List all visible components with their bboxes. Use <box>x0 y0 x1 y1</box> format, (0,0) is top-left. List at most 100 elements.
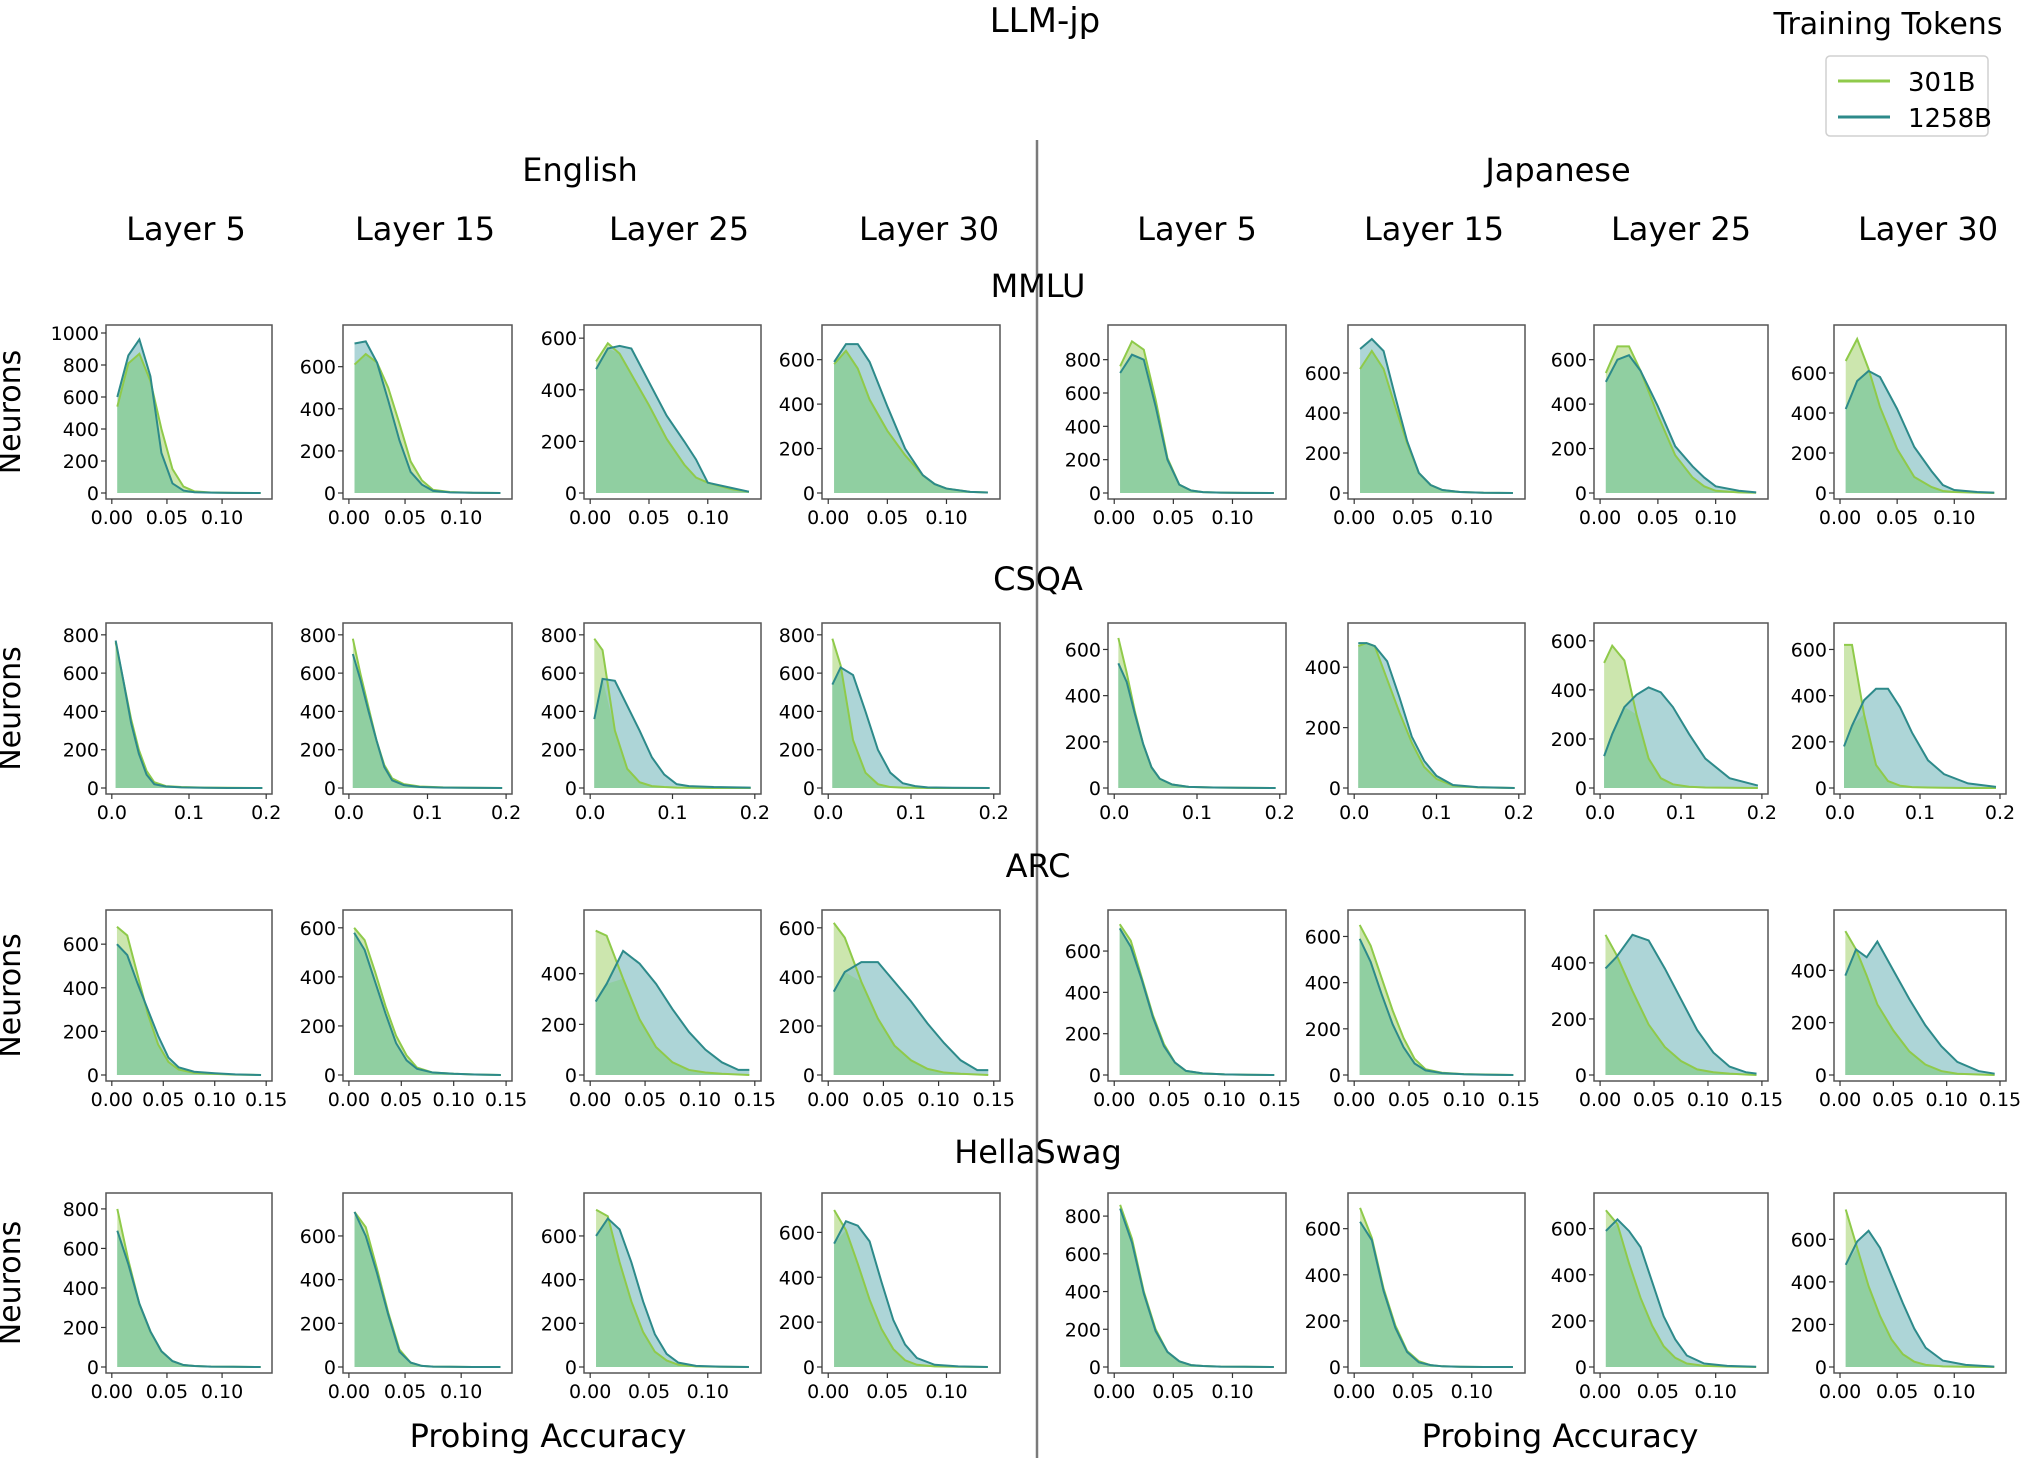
panel-hellaswag-japanese-layer-25: 0 200 400 600 0.00 0.05 0.10 <box>1551 1192 1769 1403</box>
axes-frame <box>1593 1192 1769 1374</box>
xtick-label: 0.05 <box>1637 1381 1679 1403</box>
line-1258b <box>1119 353 1274 494</box>
xtick-label: 0.15 <box>485 1089 527 1111</box>
ytick-label: 200 <box>63 1317 99 1339</box>
ytick-label: 400 <box>300 1270 336 1292</box>
xtick-label: 0.05 <box>142 1089 184 1111</box>
panel-mmlu-japanese-layer-5: 0 200 400 600 800 0.00 0.05 0.10 <box>1065 324 1287 529</box>
axes-frame <box>1107 1192 1287 1374</box>
ytick-label: 400 <box>63 419 99 441</box>
ytick-label: 600 <box>300 663 336 685</box>
xtick-label: 0.05 <box>1152 507 1194 529</box>
ytick-label: 600 <box>300 357 336 379</box>
ytick-label: 600 <box>1551 1219 1587 1241</box>
ytick-label: 200 <box>1065 732 1101 754</box>
xtick-label: 0.10 <box>1695 1381 1737 1403</box>
layer-label-english-layer-25: Layer 25 <box>609 210 749 248</box>
xtick-label: 0.10 <box>917 1089 959 1111</box>
ytick-label: 200 <box>541 431 577 453</box>
xtick-label: 0.10 <box>194 1089 236 1111</box>
ytick-label: 0 <box>803 1065 815 1087</box>
ytick-label: 200 <box>779 740 815 762</box>
ytick-label: 200 <box>1305 1311 1341 1333</box>
ytick-label: 600 <box>779 663 815 685</box>
panel-mmlu-japanese-layer-25: 0 200 400 600 0.00 0.05 0.10 <box>1551 324 1769 529</box>
area-overlap <box>354 354 501 493</box>
panel-arc-japanese-layer-25: 0 200 400 0.00 0.05 0.10 0.15 <box>1551 909 1783 1111</box>
area-overlap <box>1360 351 1513 493</box>
ytick-label: 0 <box>1329 1357 1341 1379</box>
ytick-label: 400 <box>300 399 336 421</box>
axes-frame <box>105 909 273 1082</box>
area-overlap <box>834 1230 988 1367</box>
panel-hellaswag-english-layer-30: 0 200 400 600 0.00 0.05 0.10 <box>779 1192 1001 1403</box>
ytick-label: 200 <box>63 451 99 473</box>
line-301b <box>1603 643 1758 789</box>
panel-hellaswag-english-layer-25: 0 200 400 600 0.00 0.05 0.10 <box>541 1192 762 1403</box>
ytick-label: 600 <box>1065 1244 1101 1266</box>
ytick-label: 0 <box>1329 778 1341 800</box>
area-overlap <box>596 348 749 493</box>
ytick-label: 200 <box>541 1014 577 1036</box>
line-1258b <box>1359 1221 1513 1368</box>
xtick-label: 0.00 <box>91 1089 133 1111</box>
area-overlap <box>354 932 501 1075</box>
line-301b <box>1604 345 1757 494</box>
ytick-label: 1000 <box>51 323 99 345</box>
ytick-label: 400 <box>300 967 336 989</box>
line-301b <box>593 638 751 789</box>
panel-csqa-english-layer-5: 0 200 400 600 800 0.0 0.1 0.2 <box>63 622 281 824</box>
xtick-label: 0.05 <box>1388 1089 1430 1111</box>
xtick-label: 0.05 <box>1392 1381 1434 1403</box>
axes-frame <box>821 324 1001 500</box>
xtick-label: 0.15 <box>245 1089 287 1111</box>
ytick-label: 0 <box>87 483 99 505</box>
panel-mmlu-english-layer-25: 0 200 400 600 0.00 0.05 0.10 <box>541 324 762 529</box>
line-1258b <box>832 961 989 1072</box>
line-301b <box>833 1209 988 1368</box>
legend: 301B 1258B <box>1825 55 1992 137</box>
line-301b <box>1844 336 1995 494</box>
axes-frame <box>1833 909 2007 1082</box>
ytick-label: 600 <box>63 1238 99 1260</box>
xtick-label: 0.10 <box>925 1381 967 1403</box>
ytick-label: 400 <box>541 701 577 723</box>
ytick-label: 0 <box>1815 778 1827 800</box>
layer-label-japanese-layer-30: Layer 30 <box>1858 210 1998 248</box>
ytick-label: 400 <box>63 1278 99 1300</box>
xtick-label: 0.1 <box>1421 802 1451 824</box>
xtick-label: 0.05 <box>1148 1089 1190 1111</box>
xtick-label: 0.05 <box>1152 1381 1194 1403</box>
line-1258b <box>1604 354 1757 494</box>
ytick-label: 0 <box>803 483 815 505</box>
xtick-label: 0.05 <box>146 1381 188 1403</box>
panel-arc-english-layer-25: 0 200 400 0.00 0.05 0.10 0.15 <box>541 909 776 1111</box>
line-301b <box>832 922 989 1076</box>
area-1258b <box>832 667 990 788</box>
xtick-label: 0.00 <box>1819 507 1861 529</box>
ytick-label: 600 <box>63 387 99 409</box>
ytick-label: 200 <box>1551 439 1587 461</box>
xtick-label: 0.10 <box>1211 507 1253 529</box>
xtick-label: 0.2 <box>979 802 1009 824</box>
ytick-label: 400 <box>1791 686 1827 708</box>
ytick-label: 600 <box>1791 1229 1827 1251</box>
ytick-label: 0 <box>1089 1357 1101 1379</box>
area-overlap <box>117 353 261 493</box>
xtick-label: 0.05 <box>1392 507 1434 529</box>
figure-title: LLM-jp <box>990 1 1101 41</box>
xtick-label: 0.2 <box>740 802 770 824</box>
panel-mmlu-english-layer-30: 0 200 400 600 0.00 0.05 0.10 <box>779 324 1001 529</box>
ytick-label: 400 <box>1551 953 1587 975</box>
line-1258b <box>1359 337 1513 494</box>
xtick-label: 0.10 <box>1933 1381 1975 1403</box>
line-1258b <box>593 677 751 789</box>
line-1258b <box>353 1211 501 1368</box>
xtick-label: 0.0 <box>97 802 127 824</box>
xtick-label: 0.0 <box>575 802 605 824</box>
ytick-label: 600 <box>779 918 815 940</box>
panel-hellaswag-english-layer-15: 0 200 400 600 0.00 0.05 0.10 <box>300 1192 513 1403</box>
line-1258b <box>833 343 988 494</box>
area-overlap <box>1605 957 1757 1075</box>
axes-frame <box>105 324 273 500</box>
